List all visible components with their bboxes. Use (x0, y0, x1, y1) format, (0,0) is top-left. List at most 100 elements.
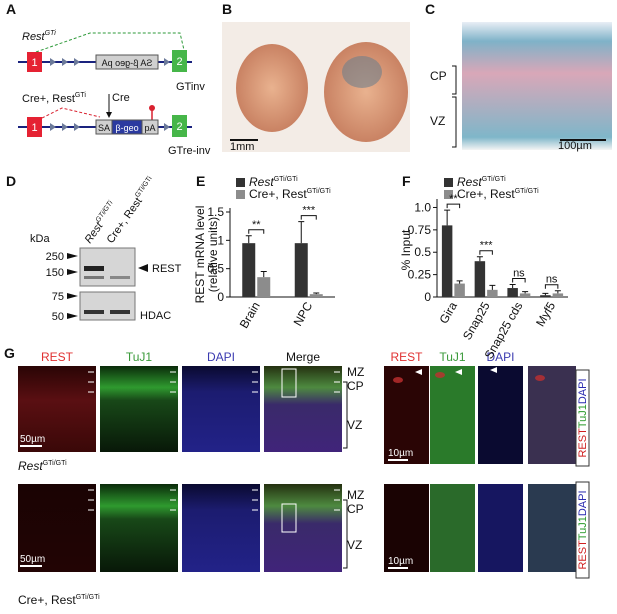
section-image (462, 22, 612, 150)
merge-label-part: REST (577, 428, 589, 458)
lane-name: Rest (83, 220, 106, 246)
y-tick-label: 0.75 (408, 223, 432, 237)
micrograph (264, 366, 342, 452)
lane-sup: GTi/GTi (134, 175, 154, 199)
significance-bracket (512, 277, 526, 283)
column-header: TuJ1 (126, 350, 153, 364)
cell (393, 377, 403, 383)
error-bar (260, 271, 267, 278)
layer-label: VZ (347, 418, 362, 432)
lox-sites (50, 58, 170, 66)
error-bar (298, 221, 305, 244)
zoom-micrograph (528, 366, 576, 464)
label-name: Cre+, Rest (457, 187, 515, 201)
arrowhead (106, 112, 112, 118)
bracket (343, 499, 348, 569)
exon (27, 52, 42, 72)
exon (27, 117, 42, 137)
error-bar (245, 235, 252, 244)
band-label: HDAC (140, 310, 171, 322)
legend-label: Cre+, RestGTi/GTi (457, 187, 539, 201)
label-sup: GTi/GTi (76, 594, 100, 601)
column-header: REST (41, 350, 74, 364)
y-tick-label: 0 (217, 290, 224, 304)
error-bar (444, 209, 451, 226)
panel-label: D (6, 173, 16, 189)
x-tick-label: Myf5 (533, 299, 558, 329)
zoom-micrograph (478, 484, 523, 572)
legend-swatch (444, 178, 453, 187)
bar (441, 225, 453, 297)
x-tick-label: Brain (237, 300, 263, 331)
layer-label: CP (347, 502, 364, 516)
significance-label: *** (480, 240, 494, 252)
y-tick-label: 0.5 (414, 245, 431, 259)
bar (309, 294, 323, 297)
y-tick-label: 0 (424, 290, 431, 304)
layer-label: MZ (347, 488, 364, 502)
merge-label: RESTTuJ1DAPI (577, 378, 589, 457)
micrograph (18, 366, 96, 452)
exon-label: 2 (176, 121, 182, 133)
panel-g: REST TuJ1 DAPI Merge REST TuJ1 DAPIMZCPVZ50µm1… (18, 350, 590, 607)
cassette-label: SA (98, 123, 110, 133)
x-tick-label: Gira (437, 299, 461, 326)
label-box (575, 481, 590, 579)
x-tick-label: NPC (291, 299, 316, 328)
exon-label: 1 (31, 57, 37, 69)
significance-label: ns (546, 274, 558, 286)
bar (540, 295, 551, 297)
zoom-box (281, 503, 297, 533)
error-bar (313, 292, 320, 295)
merge-label-part: TuJ1 (577, 516, 589, 540)
layer-label: CP (430, 69, 447, 83)
cassette-label: pA (144, 123, 155, 133)
zoom-micrograph (528, 484, 576, 572)
arrowhead (455, 369, 462, 375)
legend-label: RestGTi/GTi (249, 175, 298, 189)
unit-label: kDa (30, 233, 50, 245)
significance-bracket (544, 284, 559, 289)
label-name: Rest (18, 459, 43, 473)
y-tick-label: 1.0 (414, 200, 431, 214)
cell (535, 375, 545, 381)
y-axis-label: REST mRNA level (193, 206, 207, 304)
blot (79, 291, 136, 321)
bar (487, 289, 498, 297)
merge-label-part: TuJ1 (577, 404, 589, 428)
bar (474, 261, 486, 297)
y-tick-label: 1.5 (207, 205, 224, 219)
zoom-box (281, 368, 297, 398)
panel-label: B (222, 1, 232, 17)
arrowhead (415, 369, 422, 375)
polya-pin (149, 105, 155, 111)
arrowhead (490, 367, 497, 373)
marker-label: 75 (52, 291, 64, 303)
column-header: DAPI (207, 350, 235, 364)
marker-label: 250 (46, 251, 64, 263)
exon-label: 2 (176, 56, 182, 68)
allele-label: RestGTi (22, 30, 56, 43)
bracket (452, 65, 457, 95)
allele-result: GTinv (176, 81, 205, 93)
marker-label: 50 (52, 311, 64, 323)
layer-label: CP (347, 379, 364, 393)
label-name: Cre+, Rest (249, 187, 307, 201)
allele-result: GTre-inv (168, 145, 211, 157)
blot (79, 247, 136, 287)
significance-bracket (248, 229, 265, 234)
error-bar (509, 283, 516, 289)
significance-label: ** (252, 219, 261, 231)
error-bar (542, 292, 549, 296)
bar (507, 288, 518, 297)
column-header: TuJ1 (439, 350, 466, 364)
exon (172, 50, 187, 72)
lane-sup: GTi/GTi (95, 199, 115, 223)
label-sup: GTi/GTi (307, 188, 331, 195)
splice-line (35, 32, 185, 53)
band (84, 310, 104, 314)
merge-label-part: DAPI (577, 490, 589, 516)
bracket (452, 96, 457, 148)
bar (454, 283, 465, 297)
